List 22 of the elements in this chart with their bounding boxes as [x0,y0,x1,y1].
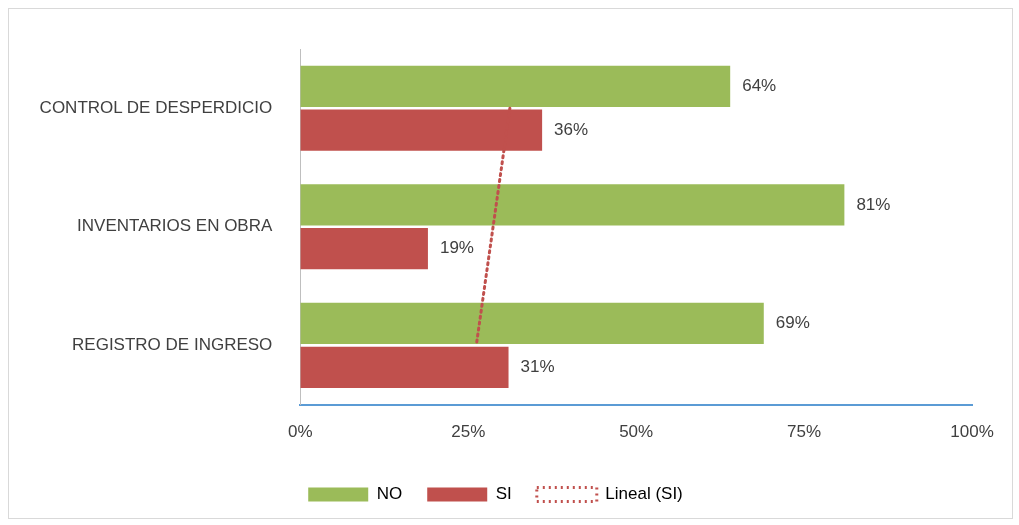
y-tick-label: CONTROL DE DESPERDICIO [39,97,273,117]
legend-label: NO [376,484,403,504]
data-label: 36% [554,119,589,139]
y-tick-label: INVENTARIOS EN OBRA [77,216,273,236]
legend-label: SI [495,484,512,504]
bar [300,228,428,270]
legend-label: Lineal (SI) [605,484,683,504]
x-tick-label: 100% [950,422,994,442]
bar [300,346,509,388]
data-label: 19% [439,238,474,258]
x-tick-label: 0% [288,422,313,442]
bar [300,65,731,107]
x-tick-label: 25% [451,422,486,442]
x-tick-label: 75% [787,422,822,442]
data-label: 69% [775,313,810,333]
y-tick-label: REGISTRO DE INGRESO [72,335,273,355]
data-label: 81% [856,194,891,214]
bar [300,184,845,226]
data-label: 64% [742,76,777,96]
bar [300,302,764,345]
data-label: 31% [520,356,555,376]
x-tick-label: 50% [619,422,654,442]
